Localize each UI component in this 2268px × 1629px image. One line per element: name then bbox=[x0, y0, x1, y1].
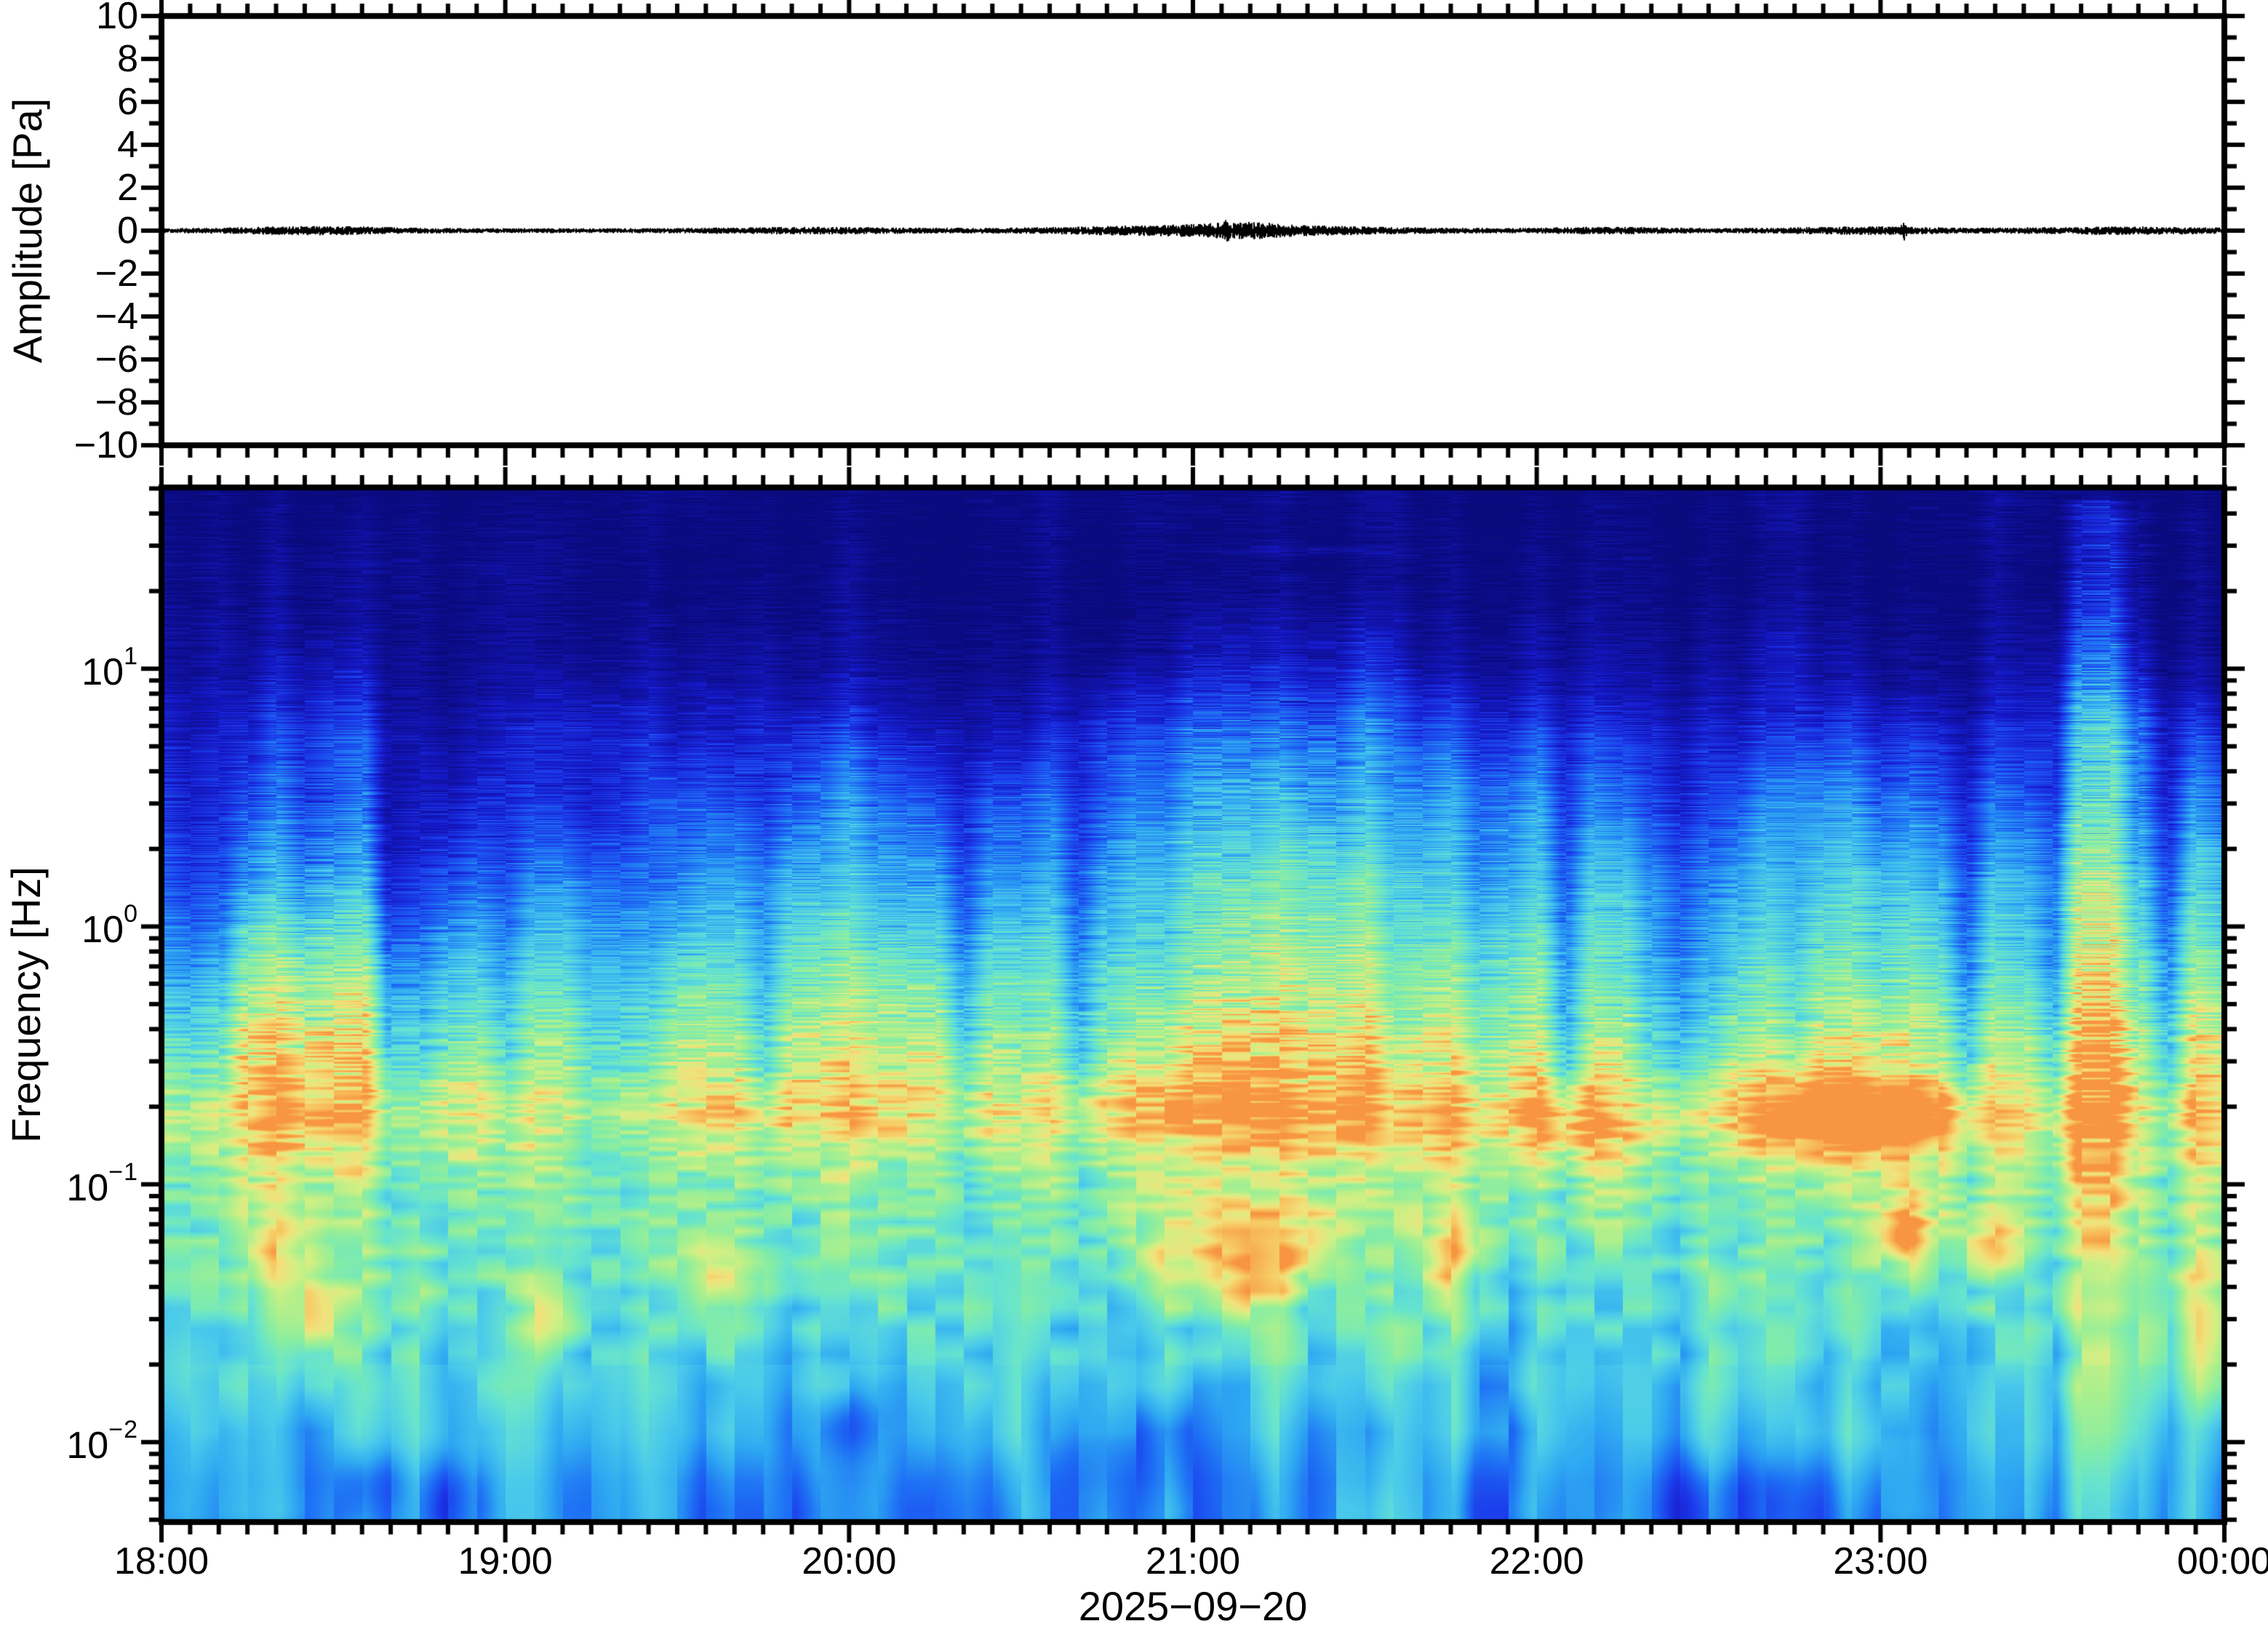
amplitude-tick-label: 4 bbox=[117, 124, 138, 166]
time-tick-label: 20:00 bbox=[802, 1540, 897, 1582]
amplitude-tick-label: 0 bbox=[117, 210, 138, 252]
frequency-tick-label: 10−2 bbox=[66, 1416, 138, 1467]
amplitude-tick-label: 2 bbox=[117, 167, 138, 209]
time-tick-label: 18:00 bbox=[113, 1540, 209, 1582]
amplitude-tick-label: 8 bbox=[117, 38, 138, 80]
time-tick-label: 23:00 bbox=[1833, 1540, 1928, 1582]
amplitude-tick-label: −2 bbox=[95, 252, 138, 295]
amplitude-tick-label: 10 bbox=[96, 0, 138, 37]
amplitude-tick-label: −8 bbox=[95, 381, 138, 423]
frequency-tick-label: 101 bbox=[81, 642, 138, 694]
amplitude-tick-label: 6 bbox=[117, 81, 138, 123]
date-label: 2025−09−20 bbox=[1078, 1583, 1308, 1629]
time-tick-label: 21:00 bbox=[1145, 1540, 1241, 1582]
amplitude-tick-label: −6 bbox=[95, 338, 138, 381]
time-tick-label: 19:00 bbox=[458, 1540, 553, 1582]
frequency-tick-label: 100 bbox=[81, 900, 138, 952]
amplitude-tick-label: −4 bbox=[95, 295, 138, 338]
time-tick-label: 22:00 bbox=[1489, 1540, 1584, 1582]
time-tick-label: 00:00 bbox=[2176, 1540, 2268, 1582]
amplitude-tick-label: −10 bbox=[73, 424, 138, 466]
frequency-tick-label: 10−1 bbox=[66, 1158, 138, 1209]
